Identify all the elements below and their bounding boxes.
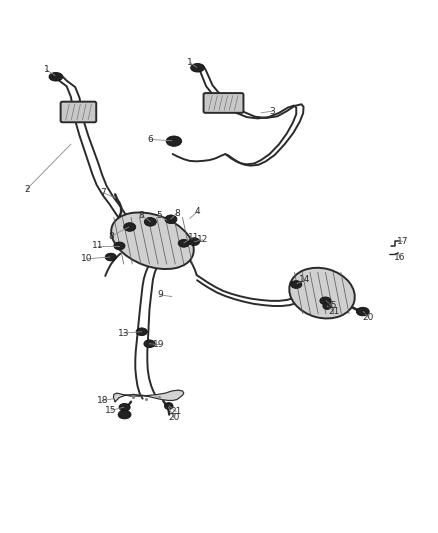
Text: 16: 16 bbox=[394, 253, 406, 262]
Polygon shape bbox=[113, 390, 184, 402]
Ellipse shape bbox=[289, 268, 355, 318]
Text: 21: 21 bbox=[170, 407, 182, 416]
Text: 20: 20 bbox=[363, 313, 374, 321]
Text: 11: 11 bbox=[187, 233, 199, 242]
Ellipse shape bbox=[291, 281, 302, 288]
FancyBboxPatch shape bbox=[60, 102, 96, 122]
Ellipse shape bbox=[165, 402, 173, 409]
Text: 19: 19 bbox=[153, 340, 165, 349]
Ellipse shape bbox=[144, 340, 155, 348]
Ellipse shape bbox=[191, 63, 205, 72]
Ellipse shape bbox=[124, 223, 136, 231]
Text: 2: 2 bbox=[24, 185, 29, 193]
Text: 18: 18 bbox=[96, 396, 108, 405]
Ellipse shape bbox=[111, 213, 194, 269]
Text: 13: 13 bbox=[118, 328, 130, 337]
Text: 14: 14 bbox=[299, 275, 311, 284]
Ellipse shape bbox=[188, 238, 200, 246]
Text: 3: 3 bbox=[270, 107, 276, 116]
Text: 10: 10 bbox=[81, 254, 92, 263]
Ellipse shape bbox=[49, 72, 63, 81]
Ellipse shape bbox=[136, 328, 147, 336]
Text: 1: 1 bbox=[43, 66, 49, 75]
Text: 8: 8 bbox=[139, 212, 145, 220]
Text: 11: 11 bbox=[92, 241, 104, 251]
Text: 4: 4 bbox=[195, 207, 200, 216]
Ellipse shape bbox=[119, 403, 130, 411]
Text: 20: 20 bbox=[168, 413, 180, 422]
Text: 15: 15 bbox=[105, 406, 117, 415]
Ellipse shape bbox=[166, 136, 182, 147]
Text: 21: 21 bbox=[328, 306, 340, 316]
Ellipse shape bbox=[144, 217, 156, 226]
Ellipse shape bbox=[178, 239, 189, 247]
Text: 1: 1 bbox=[187, 58, 193, 67]
Ellipse shape bbox=[118, 410, 131, 419]
Text: 5: 5 bbox=[156, 212, 162, 220]
Ellipse shape bbox=[357, 308, 369, 316]
Text: 8: 8 bbox=[174, 209, 180, 218]
Ellipse shape bbox=[114, 242, 125, 250]
Text: 8: 8 bbox=[108, 232, 114, 241]
Ellipse shape bbox=[323, 303, 332, 310]
Ellipse shape bbox=[105, 253, 117, 261]
Text: 9: 9 bbox=[157, 290, 162, 300]
Text: 15: 15 bbox=[326, 302, 337, 311]
FancyBboxPatch shape bbox=[204, 93, 244, 113]
Text: 7: 7 bbox=[100, 188, 106, 197]
Ellipse shape bbox=[165, 215, 177, 223]
Text: 17: 17 bbox=[397, 237, 409, 246]
Ellipse shape bbox=[320, 297, 331, 305]
Text: 6: 6 bbox=[148, 135, 153, 144]
Text: 12: 12 bbox=[197, 236, 208, 245]
